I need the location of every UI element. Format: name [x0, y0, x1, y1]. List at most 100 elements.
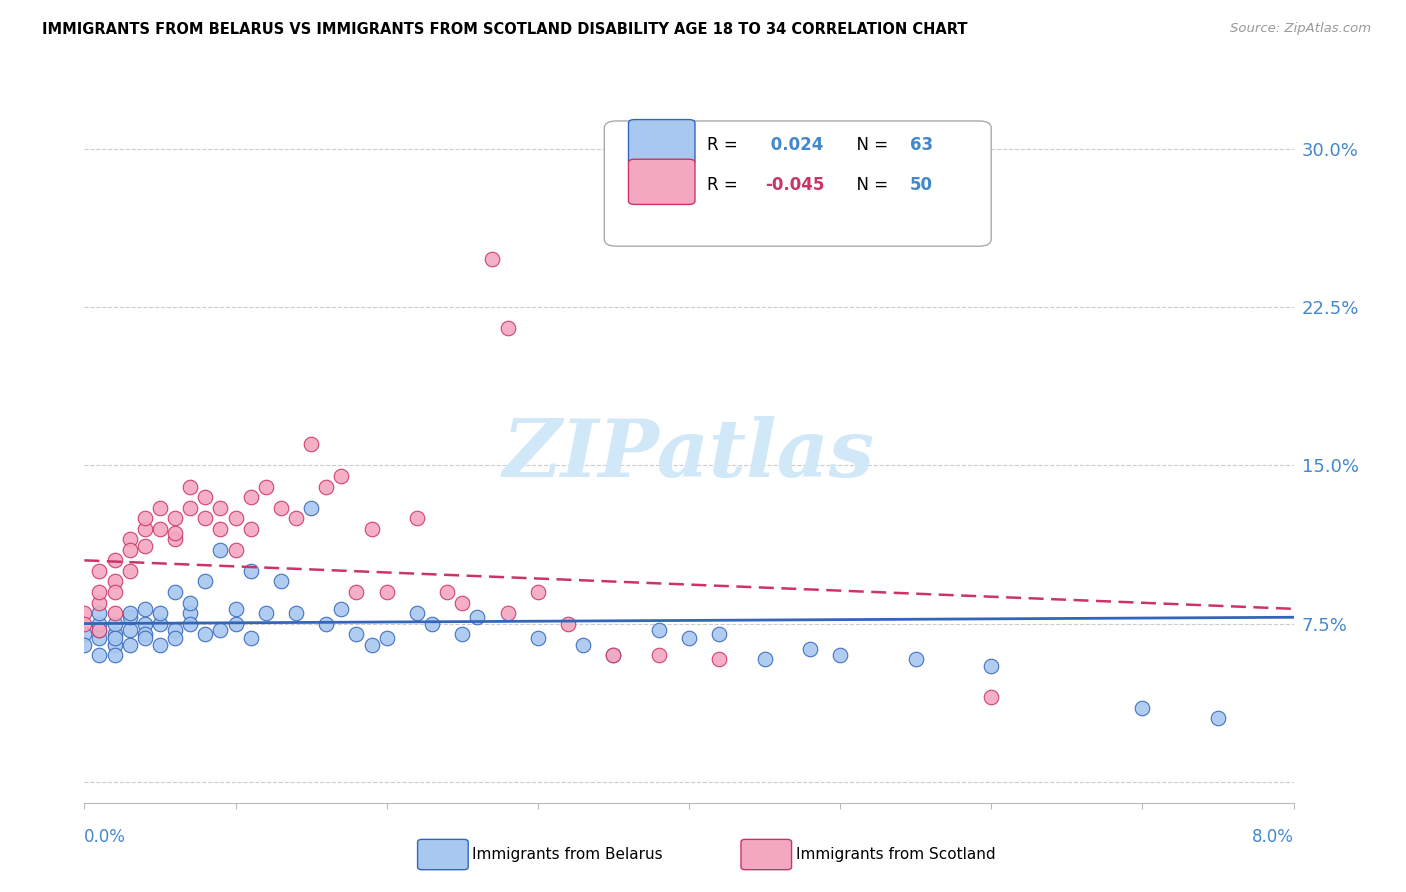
Point: [134, 522, 156, 536]
Text: 8.0%: 8.0%: [1251, 828, 1294, 846]
Point: [118, 533, 141, 547]
Point: [89, 616, 111, 631]
Point: [134, 632, 156, 646]
Point: [179, 606, 201, 620]
Point: [134, 511, 156, 525]
Point: [209, 500, 232, 515]
Point: [194, 574, 217, 589]
Point: [527, 585, 550, 599]
Point: [572, 638, 595, 652]
Point: [709, 652, 731, 666]
Point: [179, 479, 201, 493]
Point: [104, 553, 127, 567]
Point: [239, 564, 262, 578]
Point: [165, 585, 187, 599]
Point: [209, 542, 232, 557]
Point: [467, 610, 489, 624]
Point: [165, 511, 187, 525]
Point: [149, 638, 172, 652]
Point: [179, 616, 201, 631]
Point: [315, 616, 337, 631]
Point: [239, 490, 262, 504]
Point: [254, 606, 277, 620]
Point: [104, 638, 127, 652]
Point: [754, 652, 776, 666]
Point: [118, 623, 141, 637]
Point: [225, 602, 247, 616]
Point: [165, 525, 187, 540]
Text: R =: R =: [707, 176, 744, 194]
Text: Immigrants from Belarus: Immigrants from Belarus: [472, 847, 664, 862]
Text: 63: 63: [910, 136, 934, 154]
Text: 50: 50: [910, 176, 934, 194]
Point: [165, 533, 187, 547]
Text: -0.045: -0.045: [765, 176, 824, 194]
Point: [134, 539, 156, 553]
Text: R =: R =: [707, 136, 744, 154]
Text: IMMIGRANTS FROM BELARUS VS IMMIGRANTS FROM SCOTLAND DISABILITY AGE 18 TO 34 CORR: IMMIGRANTS FROM BELARUS VS IMMIGRANTS FR…: [42, 22, 967, 37]
Point: [149, 616, 172, 631]
Point: [225, 616, 247, 631]
Point: [149, 522, 172, 536]
Point: [1206, 711, 1229, 725]
Point: [118, 542, 141, 557]
Point: [194, 511, 217, 525]
Point: [134, 602, 156, 616]
Point: [89, 648, 111, 663]
Point: [527, 632, 550, 646]
Point: [89, 606, 111, 620]
Point: [179, 500, 201, 515]
Point: [104, 585, 127, 599]
Point: [225, 542, 247, 557]
Point: [134, 616, 156, 631]
Point: [346, 627, 368, 641]
Point: [830, 648, 852, 663]
Point: [73, 638, 96, 652]
Point: [209, 522, 232, 536]
Point: [709, 627, 731, 641]
Point: [602, 648, 624, 663]
Text: 0.0%: 0.0%: [84, 828, 127, 846]
Point: [285, 511, 308, 525]
Point: [481, 252, 503, 266]
Point: [980, 658, 1002, 673]
Point: [360, 522, 382, 536]
Point: [406, 606, 429, 620]
Point: [360, 638, 382, 652]
Text: 0.024: 0.024: [765, 136, 824, 154]
Point: [104, 606, 127, 620]
Point: [980, 690, 1002, 705]
Point: [602, 648, 624, 663]
Point: [375, 632, 398, 646]
Point: [194, 627, 217, 641]
Point: [904, 652, 927, 666]
Point: [89, 564, 111, 578]
Point: [118, 638, 141, 652]
Point: [118, 610, 141, 624]
Point: [194, 490, 217, 504]
Point: [648, 648, 671, 663]
Point: [104, 632, 127, 646]
FancyBboxPatch shape: [628, 159, 695, 204]
Point: [104, 616, 127, 631]
Point: [239, 522, 262, 536]
Point: [254, 479, 277, 493]
Point: [89, 585, 111, 599]
Text: Source: ZipAtlas.com: Source: ZipAtlas.com: [1230, 22, 1371, 36]
Point: [165, 632, 187, 646]
Point: [270, 500, 292, 515]
Point: [149, 606, 172, 620]
Point: [89, 595, 111, 609]
FancyBboxPatch shape: [605, 121, 991, 246]
Point: [73, 606, 96, 620]
Point: [299, 500, 322, 515]
Point: [451, 595, 474, 609]
Point: [89, 623, 111, 637]
Point: [149, 500, 172, 515]
Point: [165, 623, 187, 637]
Point: [346, 585, 368, 599]
Point: [118, 606, 141, 620]
Point: [239, 632, 262, 646]
Point: [104, 574, 127, 589]
Point: [104, 648, 127, 663]
